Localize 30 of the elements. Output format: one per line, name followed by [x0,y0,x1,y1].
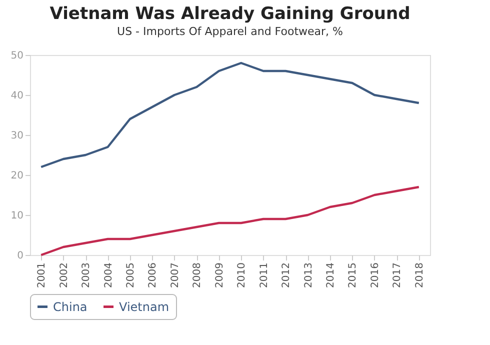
x-tick-label: 2008 [192,262,204,288]
x-tick-label: 2013 [303,262,314,288]
x-tick-label: 2006 [148,262,159,288]
x-tick-label: 2005 [126,262,136,288]
x-tick-label: 2018 [414,262,426,288]
y-tick-label: 10 [10,210,24,222]
x-tick-label: 2017 [392,262,404,288]
x-tick-label: 2002 [58,262,70,288]
x-tick-label: 2016 [370,262,381,288]
x-tick-label: 2004 [103,262,114,288]
x-tick-label: 2003 [81,262,92,288]
x-tick-label: 2010 [236,262,248,288]
x-tick-label: 2012 [281,262,292,288]
x-tick-label: 2014 [326,262,336,288]
line-series [40,62,420,168]
legend-label: Vietnam [119,300,170,314]
y-tick-label: 20 [10,170,24,182]
y-tick-label: 50 [10,50,24,62]
y-tick-label: 0 [17,250,24,262]
line-series [40,186,420,256]
chart-title: Vietnam Was Already Gaining Ground [50,4,410,24]
x-tick-label: 2011 [258,262,270,288]
x-tick-label: 2015 [348,262,359,288]
y-tick-label: 40 [10,90,24,102]
y-tick-label: 30 [10,130,24,142]
x-tick-label: 2007 [170,262,181,288]
legend-label: China [53,300,88,314]
x-tick-label: 2009 [214,262,226,288]
x-tick-label: 2001 [36,262,48,288]
chart-subtitle: US - Imports Of Apparel and Footwear, % [117,25,343,38]
